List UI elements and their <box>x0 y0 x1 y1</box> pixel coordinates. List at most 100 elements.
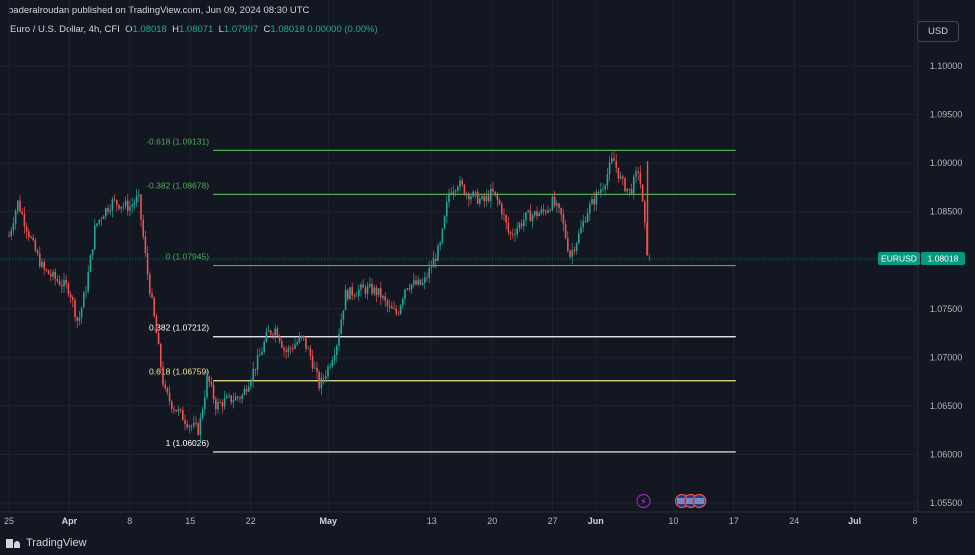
price-tag-value-bg <box>921 251 965 265</box>
price-tick-label: 1.10000 <box>930 61 963 71</box>
candle-body <box>333 354 336 361</box>
lightning-icon[interactable]: ⚡ <box>636 493 651 509</box>
candle-body <box>201 409 204 418</box>
time-axis[interactable]: 25 Apr 8 15 22 May 13 20 27 Jun 10 17 24 Jul 8 <box>4 516 918 526</box>
candle-body <box>34 240 37 252</box>
candle-body <box>212 384 215 400</box>
candle-body <box>347 289 349 300</box>
candle-body <box>21 211 23 215</box>
candle-body <box>505 215 507 223</box>
candle-body <box>182 409 184 421</box>
candle-body <box>386 300 389 306</box>
candle-body <box>481 196 483 199</box>
candle-body <box>393 308 395 310</box>
price-tick-label: 1.08500 <box>930 207 963 217</box>
candle-body <box>410 284 413 290</box>
candle-body <box>133 202 136 205</box>
candle-body <box>593 199 595 205</box>
candle-body <box>256 355 259 370</box>
candle-body <box>380 288 382 298</box>
candle-body <box>595 192 598 205</box>
candle-body <box>151 293 153 298</box>
candle-body <box>102 216 105 220</box>
candle-body <box>14 210 17 224</box>
ohlc-low: L1.07997 <box>218 24 259 35</box>
candle-body <box>536 211 538 217</box>
candle-body <box>476 191 479 204</box>
candle-body <box>419 279 422 285</box>
candle-body <box>589 204 591 214</box>
candle-body <box>131 204 133 207</box>
candle-body <box>124 200 127 206</box>
candle-body <box>67 284 70 295</box>
candle-body <box>514 234 516 236</box>
last-price-tag: EURUSD 1.08018 <box>878 251 965 265</box>
candle-body <box>472 191 474 197</box>
candles <box>8 150 651 443</box>
candle-body <box>94 225 96 250</box>
candle-body <box>8 235 10 237</box>
events[interactable]: ⚡ <box>636 493 707 509</box>
price-tick-label: 1.07000 <box>930 352 963 362</box>
fib-retracement[interactable]: -0.618 (1.09131) -0.382 (1.08678) 0 (1.079… <box>146 136 736 453</box>
candle-body <box>520 223 523 227</box>
symbol-name[interactable]: Euro / U.S. Dollar, 4h, CFI <box>10 24 120 35</box>
candle-body <box>553 196 556 206</box>
time-tick-label: 25 <box>4 516 14 526</box>
candle-body <box>446 202 448 217</box>
candle-body <box>283 347 285 351</box>
candle-body <box>408 288 411 290</box>
price-tick-label: 1.05500 <box>930 498 963 508</box>
candle-body <box>613 158 615 161</box>
candle-body <box>569 250 571 257</box>
candle-body <box>432 258 435 268</box>
candle-body <box>265 331 268 342</box>
candle-body <box>336 345 338 355</box>
candle-body <box>597 192 600 194</box>
candle-body <box>468 193 470 200</box>
candle-body <box>459 180 461 188</box>
candle-body <box>428 267 430 278</box>
candle-body <box>230 395 232 403</box>
candle-body <box>600 189 602 193</box>
candle-body <box>461 180 463 185</box>
candle-body <box>602 189 604 190</box>
price-tick-label: 1.09000 <box>930 158 963 168</box>
candle-body <box>204 397 206 410</box>
candle-body <box>342 310 345 320</box>
candle-body <box>388 305 391 307</box>
candle-body <box>404 289 406 299</box>
candle-body <box>234 396 237 401</box>
candle-body <box>193 422 195 427</box>
candle-body <box>571 249 573 257</box>
candle-body <box>362 284 364 288</box>
candle-body <box>369 283 371 287</box>
candle-body <box>135 195 138 203</box>
candle-body <box>615 160 617 168</box>
candle-body <box>340 319 342 334</box>
candle-body <box>140 194 142 220</box>
time-tick-label: 27 <box>548 516 558 526</box>
candle-body <box>177 409 180 412</box>
us-flag-icon[interactable] <box>692 493 707 509</box>
candle-body <box>443 216 446 229</box>
candle-body <box>28 231 30 238</box>
price-axis[interactable]: 1.100001.095001.090001.085001.080001.075… <box>930 61 963 508</box>
candle-body <box>327 366 329 377</box>
candle-body <box>175 409 177 412</box>
candle-body <box>138 194 140 196</box>
candle-body <box>527 210 529 213</box>
candle-body <box>556 203 558 206</box>
candle-body <box>430 267 433 268</box>
time-tick-label: 22 <box>246 516 256 526</box>
candle-body <box>105 208 107 217</box>
time-tick-label: Apr <box>62 516 78 526</box>
candle-body <box>465 193 468 195</box>
tradingview-footer[interactable]: TradingView <box>6 537 87 549</box>
candle-body <box>509 232 512 234</box>
candle-body <box>270 330 272 335</box>
candle-body <box>149 274 151 294</box>
candle-body <box>463 184 466 195</box>
grid <box>0 0 918 512</box>
